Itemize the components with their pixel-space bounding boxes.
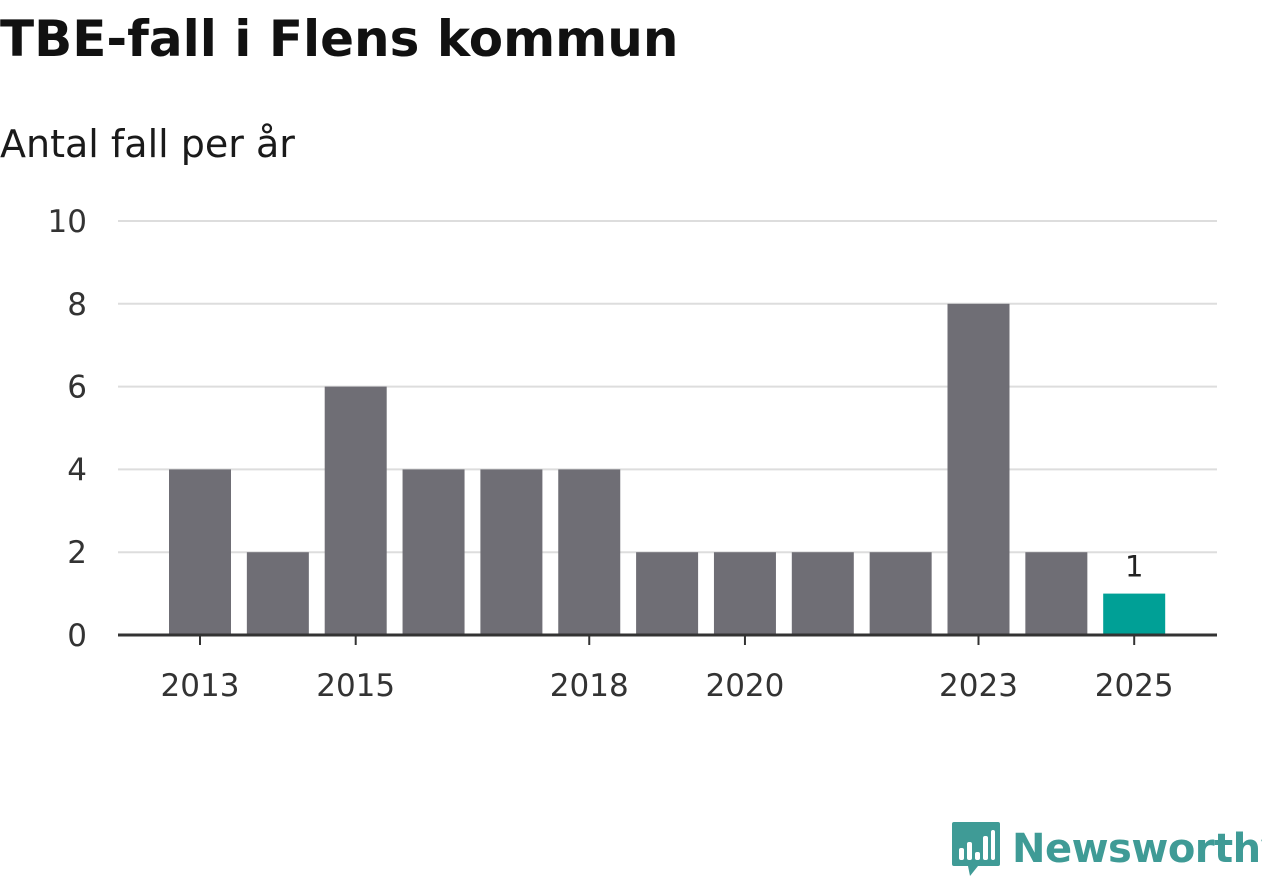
y-axis-tick-labels: 0 2 4 6 8 10 bbox=[48, 204, 87, 654]
y-tick-label-10: 10 bbox=[48, 204, 87, 240]
x-tick-label-2015: 2015 bbox=[316, 668, 395, 704]
bar-2015 bbox=[324, 386, 387, 635]
y-tick-label-4: 4 bbox=[67, 452, 87, 488]
bar-2016 bbox=[402, 469, 465, 635]
data-labels: 1 bbox=[1125, 550, 1143, 584]
y-tick-label-8: 8 bbox=[67, 287, 87, 323]
bar-2023 bbox=[947, 303, 1010, 635]
gridlines bbox=[118, 220, 1217, 554]
x-tick-label-2025: 2025 bbox=[1095, 668, 1174, 704]
y-tick-label-2: 2 bbox=[67, 535, 87, 571]
x-tick-label-2018: 2018 bbox=[550, 668, 629, 704]
bar-2013 bbox=[169, 469, 231, 635]
newsworthy-logo: Newsworthy bbox=[950, 818, 1262, 880]
bar-2014 bbox=[246, 552, 309, 635]
bar-2017 bbox=[480, 469, 543, 635]
bar-2018 bbox=[558, 469, 621, 635]
bar-2019 bbox=[636, 552, 699, 635]
bar-2021 bbox=[791, 552, 854, 635]
chart-title: TBE-fall i Flens kommun bbox=[0, 10, 679, 68]
bar-2024 bbox=[1025, 552, 1088, 635]
chart-subtitle: Antal fall per år bbox=[0, 122, 295, 166]
bar-2025 bbox=[1103, 593, 1166, 635]
x-tick-label-2013: 2013 bbox=[161, 668, 240, 704]
data-label-2025: 1 bbox=[1125, 550, 1143, 584]
bars bbox=[169, 303, 1166, 635]
y-tick-label-6: 6 bbox=[67, 370, 87, 406]
brand-name: Newsworthy bbox=[1012, 826, 1262, 872]
y-tick-label-0: 0 bbox=[67, 618, 87, 654]
newsworthy-chart-bubble-icon bbox=[952, 822, 1000, 876]
x-tick-label-2020: 2020 bbox=[705, 668, 784, 704]
bar-2020 bbox=[713, 552, 776, 635]
bar-2022 bbox=[869, 552, 932, 635]
x-axis-ticks: 2013 2015 2018 2020 2023 2025 bbox=[161, 635, 1174, 704]
x-tick-label-2023: 2023 bbox=[939, 668, 1018, 704]
